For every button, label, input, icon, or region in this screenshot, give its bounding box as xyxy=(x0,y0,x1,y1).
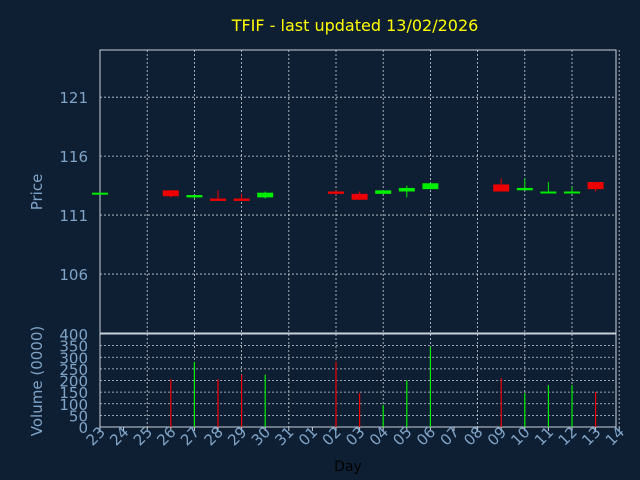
volume-tick-label: 400 xyxy=(59,326,88,344)
candle-body xyxy=(257,192,274,198)
candle-body xyxy=(351,193,368,200)
day-axis: 2324252627282930310102030405060708091011… xyxy=(83,423,628,449)
candle-body xyxy=(92,192,108,195)
candle-body xyxy=(493,184,510,192)
price-axis-label: Price xyxy=(28,174,46,211)
volume-tick-label: 0 xyxy=(78,419,88,437)
price-tick-label: 111 xyxy=(59,207,88,225)
candle-body xyxy=(422,183,439,190)
candle-body xyxy=(233,198,250,201)
volume-axis-label: Volume (0000) xyxy=(28,326,46,436)
volume-tick-label: 150 xyxy=(59,384,88,402)
candle-body xyxy=(210,198,226,201)
candle-body xyxy=(516,187,533,191)
volume-tick-label: 200 xyxy=(59,373,88,391)
candle-body xyxy=(587,182,604,190)
volume-tick-label: 250 xyxy=(59,361,88,379)
price-plot-frame xyxy=(99,49,617,334)
candle-body xyxy=(162,190,179,197)
candle-body xyxy=(186,195,203,198)
price-tick-label: 106 xyxy=(59,266,88,284)
volume-tick-label: 50 xyxy=(69,407,88,425)
volume-tick-label: 350 xyxy=(59,338,88,356)
day-axis-label: Day xyxy=(334,459,362,475)
price-tick-label: 121 xyxy=(59,89,88,107)
candle-body xyxy=(398,187,415,192)
candle-body xyxy=(328,191,344,194)
candle-body xyxy=(564,191,580,194)
price-panel: 106 111 116 121 xyxy=(59,49,620,334)
candle-body xyxy=(540,191,557,194)
chart-title: TFIF - last updated 13/02/2026 xyxy=(231,16,479,35)
volume-tick-label: 100 xyxy=(59,396,88,414)
price-tick-label: 116 xyxy=(59,148,88,166)
volume-tick-label: 300 xyxy=(59,349,88,367)
candle-body xyxy=(375,190,392,194)
